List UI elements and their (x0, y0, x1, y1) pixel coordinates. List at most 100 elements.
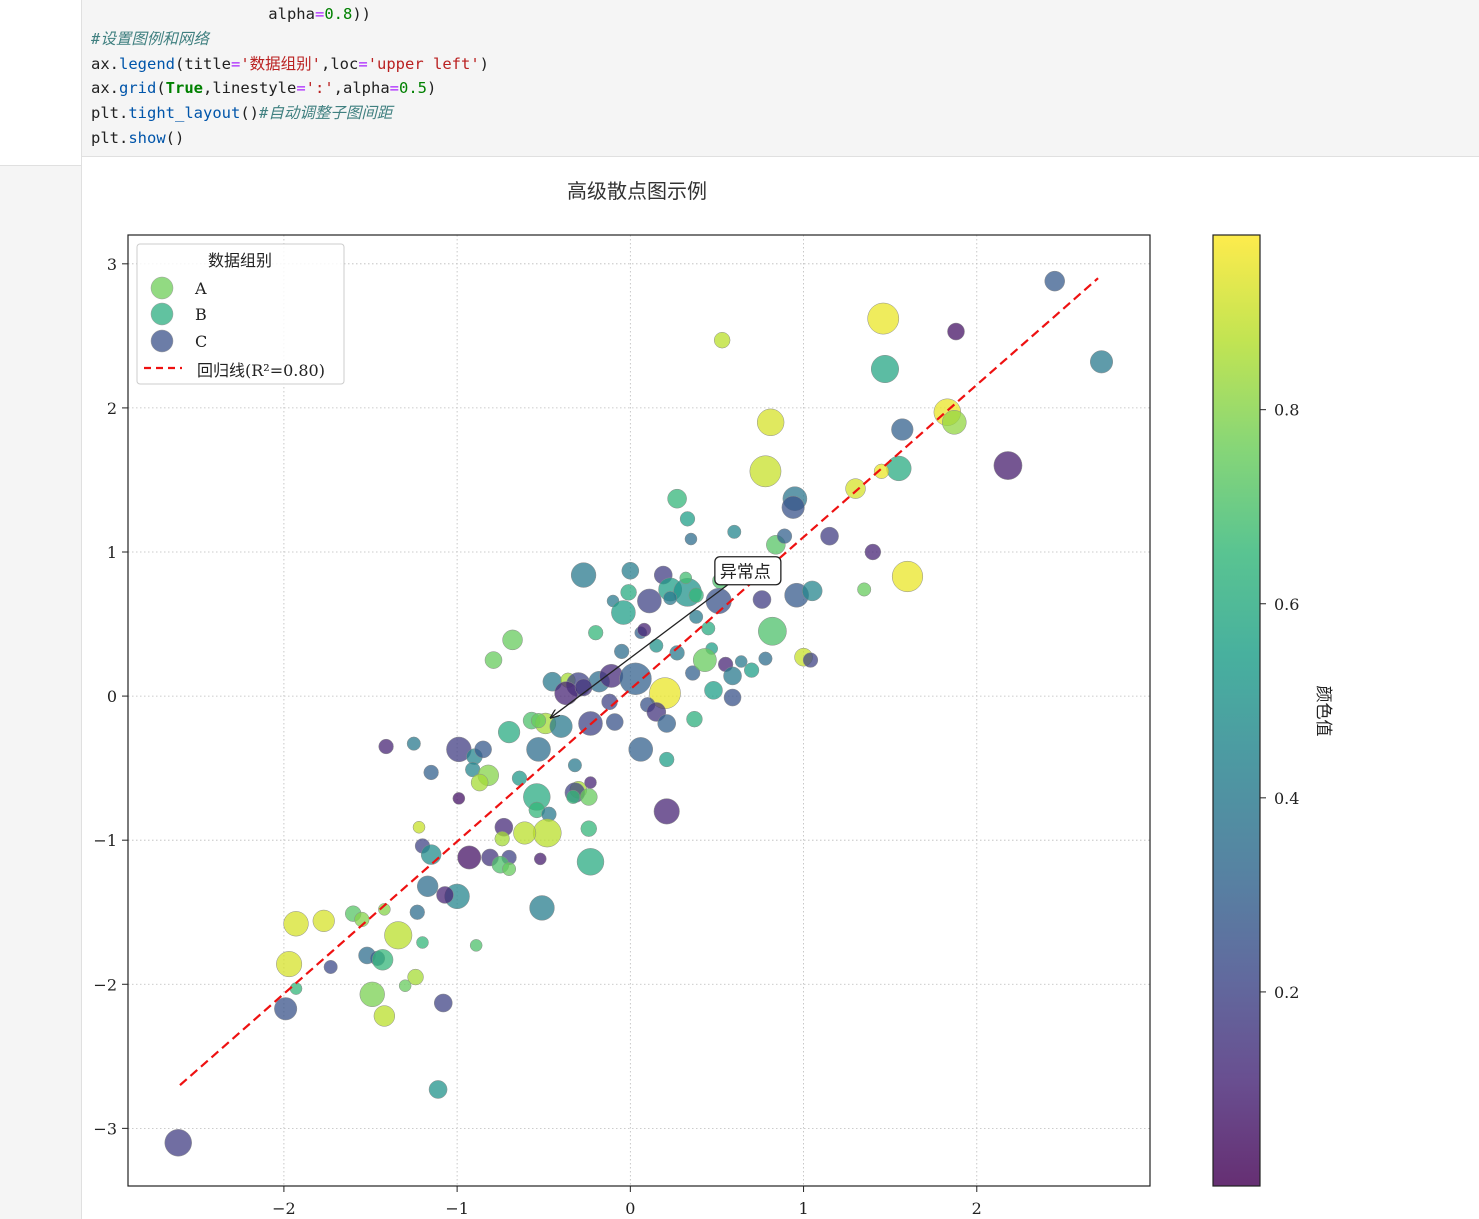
scatter-point (752, 590, 772, 609)
scatter-point (663, 591, 678, 606)
code-line: alpha=0.8)) (91, 2, 1479, 27)
legend-regression-label: 回归线(R²=0.80) (197, 361, 325, 380)
scatter-point (657, 714, 676, 733)
scatter-point (704, 681, 723, 700)
code-token: 'upper left' (367, 54, 480, 73)
scatter-point (423, 764, 439, 781)
code-token: ) (479, 54, 490, 73)
scatter-point (371, 949, 394, 971)
scatter-point (688, 587, 704, 603)
code-token: #设置图例和网络 (91, 29, 209, 48)
scatter-point (289, 982, 303, 995)
scatter-point (749, 455, 782, 488)
scatter-point (659, 751, 675, 768)
scatter-point (378, 903, 391, 916)
colorbar-ticks: 0.2 0.4 0.6 0.8 (1260, 401, 1299, 1002)
scatter-point (621, 561, 640, 580)
scatter-point (567, 758, 582, 773)
scatter-point (428, 1080, 448, 1099)
code-token: ( (156, 79, 166, 98)
scatter-point (776, 528, 793, 544)
scatter-point (628, 737, 653, 762)
code-line: #设置图例和网络 (91, 27, 1479, 52)
annotation: 异常点 (551, 556, 782, 718)
code-token: ,loc (321, 54, 359, 73)
legend-a-label: A (194, 279, 207, 298)
code-token: ,alpha (333, 79, 390, 98)
scatter-point (588, 625, 604, 641)
scatter-point (614, 643, 630, 660)
scatter-point (384, 921, 413, 950)
scatter-point (580, 820, 597, 837)
code-token: ax. (91, 54, 119, 73)
scatter-point (530, 712, 547, 729)
scatter-point (941, 410, 967, 435)
scatter-point (283, 911, 309, 937)
code-token: grid (119, 79, 157, 98)
y-tick-label: 3 (107, 255, 117, 274)
scatter-point (359, 981, 385, 1007)
output-gutter (0, 166, 81, 1219)
scatter-point (685, 665, 701, 681)
scatter-point (845, 478, 866, 499)
scatter-point (554, 681, 579, 706)
scatter-point (433, 993, 453, 1013)
x-tick-label: 1 (798, 1199, 808, 1218)
legend-b-label: B (195, 305, 207, 324)
colorbar: 0.2 0.4 0.6 0.8 颜色值 (1212, 234, 1333, 1187)
legend-a-marker (150, 276, 174, 300)
scatter-point (611, 600, 636, 625)
scatter-point (620, 584, 637, 601)
scatter-point (873, 463, 890, 479)
scatter-points (164, 270, 1113, 1157)
scatter-point (857, 582, 872, 597)
scatter-point (649, 638, 664, 653)
colorbar-tick-label: 0.4 (1274, 789, 1299, 808)
code-cell[interactable]: alpha=0.8)) #设置图例和网络 ax.legend(title='数据组别… (81, 0, 1479, 157)
scatter-point (407, 968, 424, 986)
scatter-point (312, 909, 335, 932)
code-token: 0.5 (399, 79, 428, 98)
scatter-point (637, 622, 652, 637)
scatter-point (584, 776, 597, 789)
scatter-point (566, 789, 581, 804)
scatter-point (484, 651, 503, 669)
code-token: 0.8 (324, 5, 353, 23)
code-token: ax. (91, 79, 119, 98)
scatter-point (436, 886, 454, 904)
code-token: () (240, 104, 259, 123)
scatter-point (580, 788, 598, 806)
scatter-point (619, 662, 652, 695)
scatter-point (398, 979, 412, 992)
scatter-point (406, 736, 421, 751)
code-line: ax.legend(title='数据组别',loc='upper left') (91, 52, 1479, 77)
code-token: = (389, 79, 400, 98)
chart-title: 高级散点图示例 (567, 179, 707, 203)
y-tick-label: −3 (93, 1119, 117, 1138)
scatter-point (870, 354, 899, 384)
y-tick-label: −2 (93, 975, 117, 994)
scatter-point (686, 710, 703, 728)
code-token: '数据组别' (240, 54, 322, 73)
scatter-point (373, 1005, 396, 1027)
scatter-point (701, 621, 716, 636)
scatter-point (532, 818, 562, 848)
code-line: ax.grid(True,linestyle=':',alpha=0.5) (91, 76, 1479, 101)
scatter-point (513, 821, 537, 845)
y-tick-label: 2 (107, 399, 117, 418)
scatter-point (667, 488, 687, 509)
scatter-point (713, 331, 731, 349)
legend: 数据组别 A B C 回归线(R²=0.80) (136, 243, 345, 385)
scatter-point (653, 798, 680, 825)
scatter-point (1090, 350, 1113, 374)
cell-gutter (0, 0, 81, 166)
code-token: )) (352, 5, 371, 23)
scatter-point (502, 862, 517, 876)
scatter-point (781, 495, 805, 519)
scatter-point (1044, 270, 1065, 292)
scatter-point (469, 939, 483, 952)
scatter-point (420, 844, 442, 865)
colorbar-gradient (1212, 234, 1261, 1187)
scatter-point (502, 629, 523, 651)
scatter-point (689, 609, 704, 624)
